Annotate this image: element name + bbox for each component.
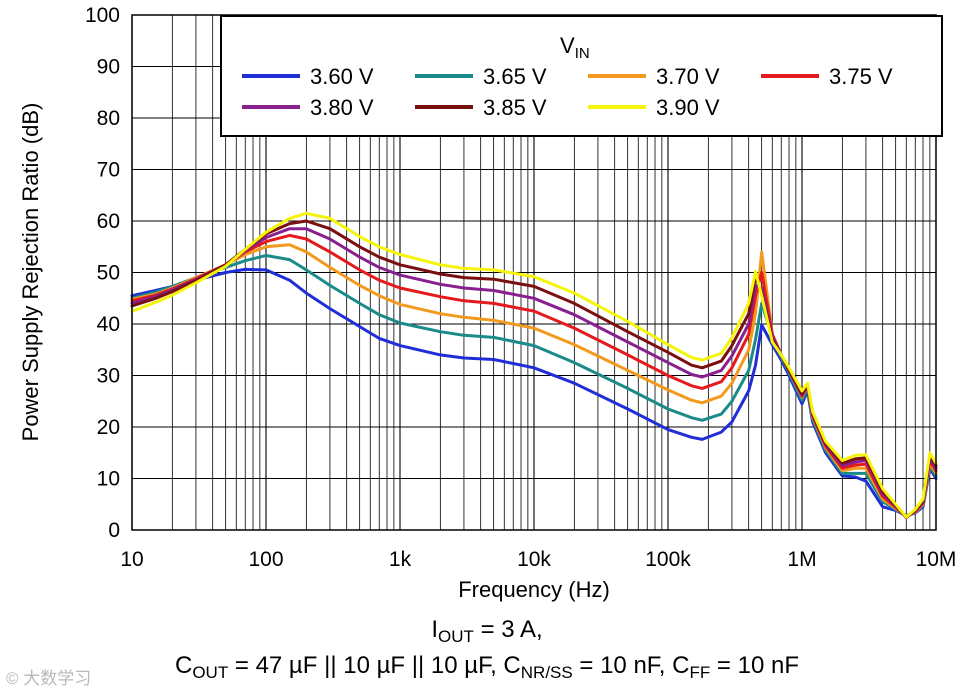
legend-label: 3.90 V xyxy=(656,95,720,120)
iout-symbol: I xyxy=(431,616,439,643)
cff-subscript: FF xyxy=(689,663,711,682)
legend-title-main: V xyxy=(560,33,575,58)
series-line-370 xyxy=(130,243,938,518)
y-tick-labels: 0 10 20 30 40 50 60 70 80 90 100 xyxy=(85,4,120,542)
x-tick-label: 1k xyxy=(389,548,412,571)
series-line-390 xyxy=(130,211,938,519)
x-tick-label: 10k xyxy=(517,548,551,571)
legend-title: VIN xyxy=(560,33,590,62)
x-tick-labels: 10 100 1k 10k 100k 1M 10M xyxy=(120,548,956,571)
legend-label: 3.80 V xyxy=(310,95,374,120)
x-tick-label: 10 xyxy=(120,548,143,571)
legend-label: 3.75 V xyxy=(829,64,893,89)
watermark-text: © 大数学习 xyxy=(6,669,92,688)
psrr-chart: VIN 3.60 V 3.65 V 3.70 V 3.75 V 3.80 V 3.85 V… xyxy=(18,4,956,602)
y-tick-label: 40 xyxy=(97,313,120,336)
data-series xyxy=(130,211,938,520)
y-tick-label: 60 xyxy=(97,210,120,233)
series-line-365 xyxy=(130,254,938,518)
series-line-360 xyxy=(130,267,938,518)
cnr-subscript: NR/SS xyxy=(520,663,573,682)
test-condition-line-2: COUT = 47 µF || 10 µF || 10 µF, CNR/SS =… xyxy=(0,652,974,682)
x-tick-label: 100k xyxy=(645,548,691,571)
legend-items: 3.60 V 3.65 V 3.70 V 3.75 V 3.80 V 3.85 V 3.90… xyxy=(242,64,893,120)
y-tick-label: 20 xyxy=(97,416,120,439)
cff-symbol: C xyxy=(672,652,690,679)
iout-subscript: OUT xyxy=(438,627,474,646)
cout-symbol: C xyxy=(174,652,193,679)
y-tick-label: 50 xyxy=(97,262,120,285)
y-tick-label: 100 xyxy=(85,4,120,27)
cout-subscript: OUT xyxy=(192,663,229,682)
y-tick-label: 90 xyxy=(97,56,120,79)
test-condition-line-1: IOUT = 3 A, xyxy=(0,616,974,646)
legend-box xyxy=(220,15,943,137)
y-tick-label: 70 xyxy=(97,159,120,182)
cnr-value: = 10 nF, xyxy=(572,652,673,679)
legend-label: 3.85 V xyxy=(483,95,547,120)
legend-title-sub: IN xyxy=(575,45,590,62)
x-tick-label: 10M xyxy=(916,548,957,571)
cout-value: = 47 µF || 10 µF || 10 µF, xyxy=(228,652,504,679)
series-line-385 xyxy=(130,219,938,520)
legend: VIN 3.60 V 3.65 V 3.70 V 3.75 V 3.80 V 3.85 V… xyxy=(220,15,943,137)
x-tick-label: 100 xyxy=(248,548,283,571)
legend-label: 3.65 V xyxy=(483,64,547,89)
series-line-375 xyxy=(130,233,938,519)
y-tick-label: 0 xyxy=(108,519,120,542)
x-axis-title: Frequency (Hz) xyxy=(458,577,610,602)
y-axis-title: Power Supply Rejection Ratio (dB) xyxy=(18,103,43,442)
cnr-symbol: C xyxy=(503,652,521,679)
cff-value: = 10 nF xyxy=(710,652,799,679)
y-tick-label: 30 xyxy=(97,365,120,388)
iout-value: = 3 A, xyxy=(473,616,543,643)
legend-label: 3.70 V xyxy=(656,64,720,89)
series-line-380 xyxy=(130,227,938,519)
y-tick-label: 10 xyxy=(97,468,120,491)
y-tick-label: 80 xyxy=(97,107,120,130)
legend-label: 3.60 V xyxy=(310,64,374,89)
x-tick-label: 1M xyxy=(787,548,816,571)
